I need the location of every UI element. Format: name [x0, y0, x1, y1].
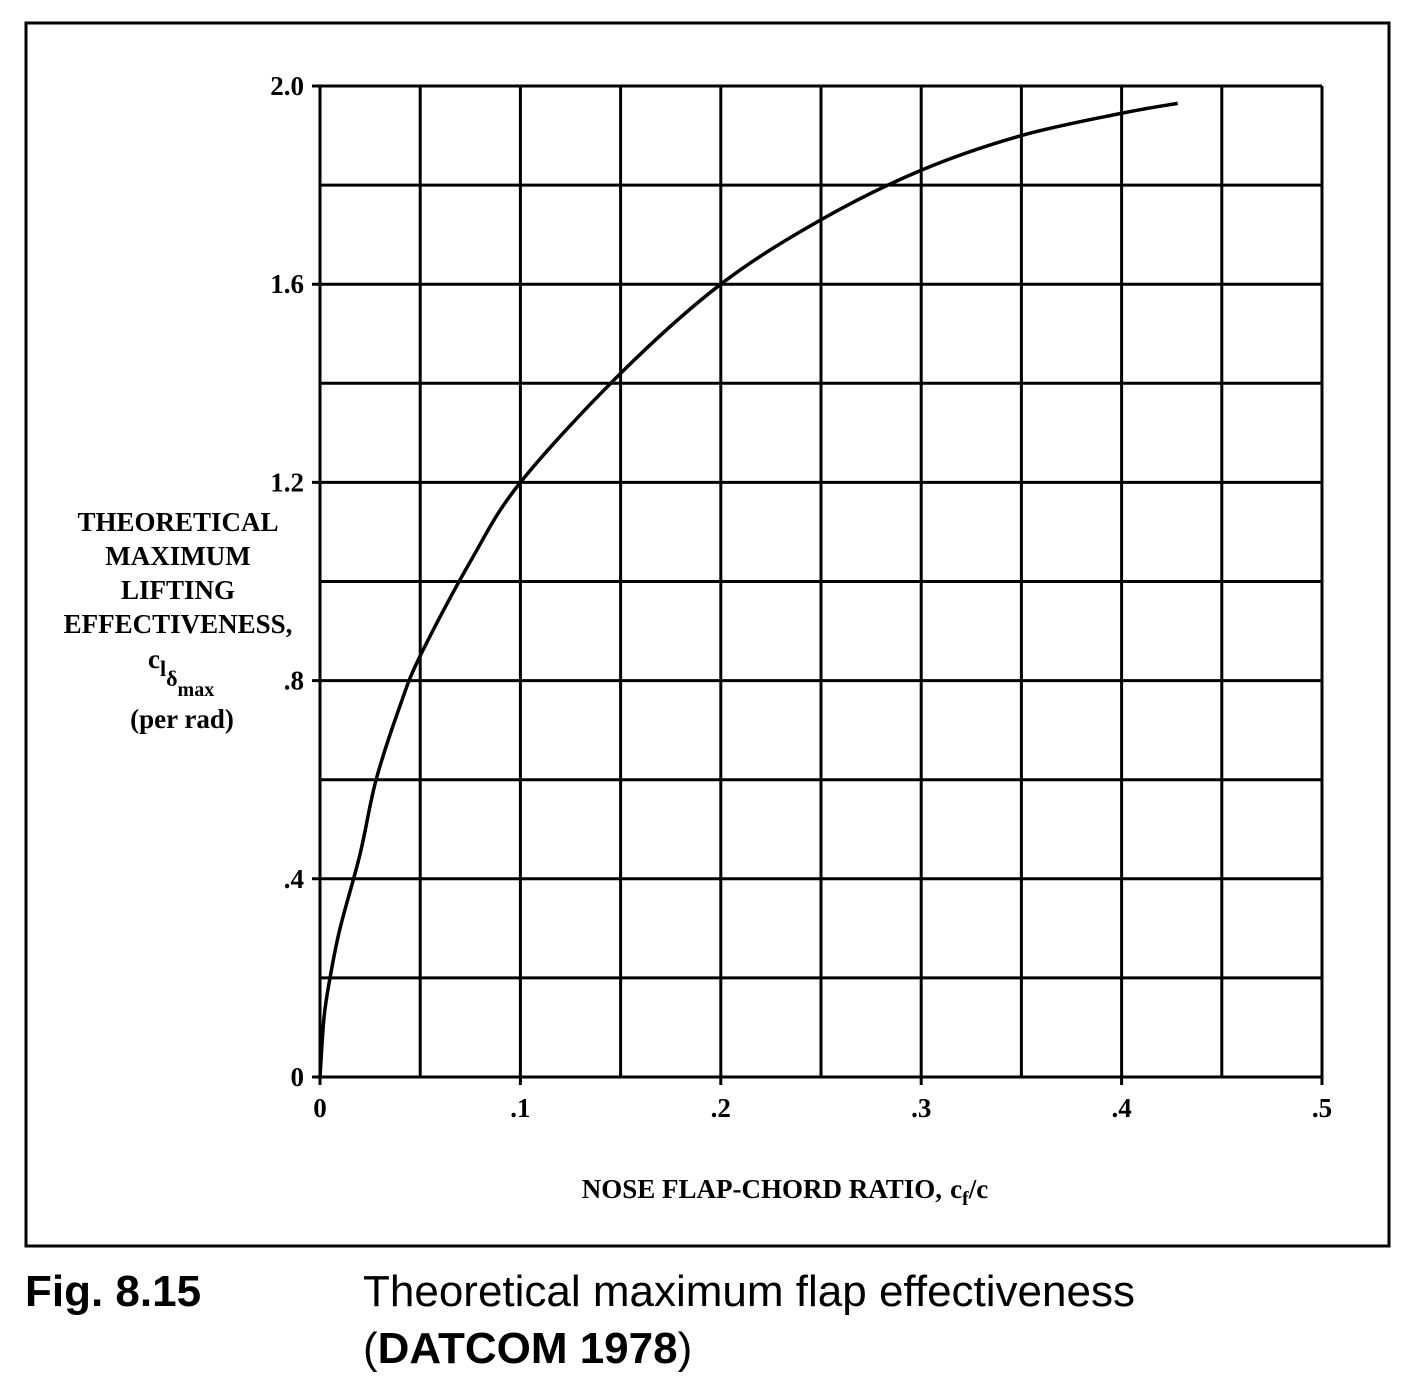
caption-source: (DATCOM 1978): [363, 1324, 692, 1373]
x-tick-label: .4: [1111, 1093, 1131, 1123]
caption-text: Theoretical maximum flap effectiveness: [363, 1267, 1135, 1316]
y-tick-label: 2.0: [270, 71, 304, 101]
symbol-part: /c: [968, 1174, 989, 1204]
x-tick-label: 0: [313, 1093, 327, 1123]
y-tick-label: .4: [284, 864, 304, 894]
curve: [318, 101, 1179, 1078]
x-tick-label: .3: [911, 1093, 931, 1123]
caption-label: Fig. 8.15: [25, 1267, 201, 1316]
source-close: ): [678, 1324, 693, 1373]
y-tick-label: .8: [284, 666, 304, 696]
x-label-text: NOSE FLAP-CHORD RATIO,: [582, 1174, 942, 1204]
y-axis-unit: (per rad): [130, 704, 234, 734]
x-tick-label: .1: [510, 1093, 530, 1123]
symbol-part: f: [962, 1188, 969, 1210]
symbol-part: c: [950, 1174, 962, 1204]
symbol-part: δ: [166, 666, 177, 691]
y-axis-symbol: clδmax: [148, 644, 214, 701]
x-tick-label: .5: [1312, 1093, 1332, 1123]
symbol-part: max: [178, 679, 215, 701]
symbol-part: c: [148, 644, 160, 674]
frame: [24, 21, 1391, 1248]
y-tick-label: 0: [291, 1062, 305, 1092]
y-tick-label: 1.2: [270, 467, 304, 497]
y-axis-label: MAXIMUM: [105, 541, 250, 571]
symbol-part: l: [160, 656, 166, 681]
y-tick-label: 1.6: [270, 269, 304, 299]
y-axis-label: EFFECTIVENESS,: [64, 609, 293, 639]
source-name: DATCOM 1978: [378, 1324, 678, 1373]
x-axis-label: NOSE FLAP-CHORD RATIO, cf/c: [582, 1174, 988, 1210]
x-tick-label: .2: [711, 1093, 731, 1123]
y-axis-label: THEORETICAL: [77, 507, 278, 537]
source-open: (: [363, 1324, 378, 1373]
y-axis-label: LIFTING: [121, 575, 235, 605]
